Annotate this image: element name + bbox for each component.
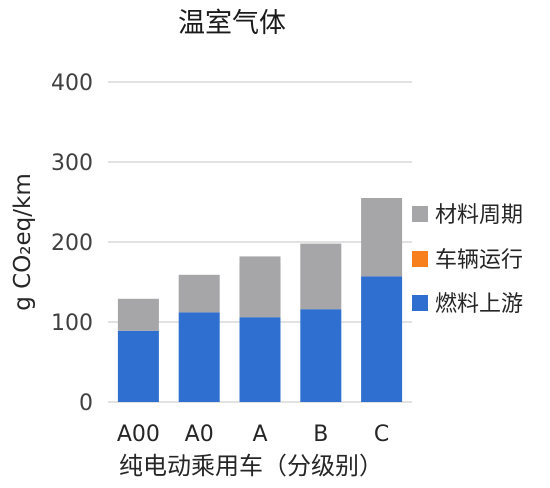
x-category-label: A00 bbox=[117, 422, 160, 447]
legend-swatch bbox=[412, 295, 428, 311]
bars bbox=[117, 198, 403, 402]
legend-label: 材料周期 bbox=[435, 203, 523, 228]
y-axis-title-group: g CO₂eq/km bbox=[10, 173, 36, 311]
y-tick-label: 400 bbox=[51, 71, 93, 96]
legend-swatch bbox=[412, 206, 428, 222]
bar-segment bbox=[178, 274, 220, 313]
y-tick-label: 0 bbox=[79, 391, 93, 416]
bar-segment bbox=[117, 298, 159, 331]
legend-label: 燃料上游 bbox=[435, 292, 523, 317]
bar-segment bbox=[178, 312, 220, 402]
bar-segment bbox=[239, 256, 281, 318]
bar-segment bbox=[300, 243, 342, 310]
chart-title: 温室气体 bbox=[178, 8, 286, 39]
y-axis-title: g CO₂eq/km bbox=[10, 173, 36, 311]
x-category-label: B bbox=[313, 422, 328, 447]
x-axis-categories: A00 A0 A B C bbox=[117, 422, 389, 447]
x-axis-title: 纯电动乘用车（分级别） bbox=[119, 452, 383, 480]
bar-segment bbox=[117, 330, 159, 402]
y-tick-label: 100 bbox=[51, 311, 93, 336]
x-category-label: A0 bbox=[185, 422, 214, 447]
x-category-label: C bbox=[374, 422, 389, 447]
legend-swatch bbox=[412, 251, 428, 267]
legend-label: 车辆运行 bbox=[435, 248, 523, 273]
y-axis-ticks: 0 100 200 300 400 bbox=[51, 71, 93, 416]
bar-segment bbox=[361, 198, 403, 277]
bar-segment bbox=[300, 309, 342, 402]
y-tick-label: 200 bbox=[51, 231, 93, 256]
y-tick-label: 300 bbox=[51, 151, 93, 176]
x-category-label: A bbox=[252, 422, 267, 447]
bar-segment bbox=[361, 276, 403, 402]
bar-segment bbox=[239, 317, 281, 402]
